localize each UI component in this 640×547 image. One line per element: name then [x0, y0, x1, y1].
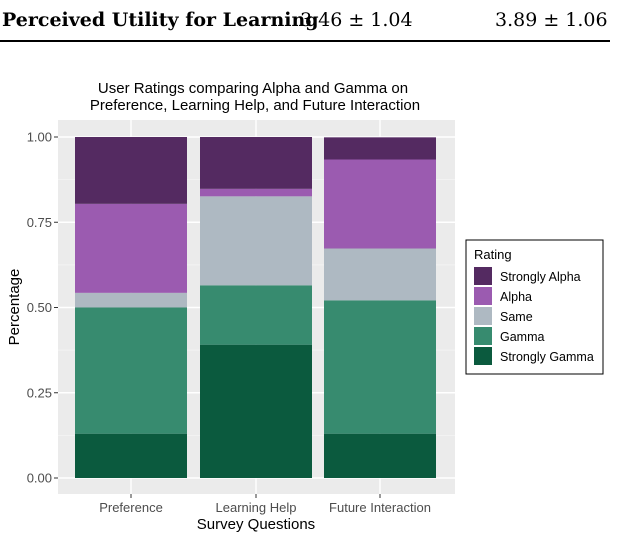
legend-items: Strongly Alpha Alpha Same Gamma Strongly Gam… — [474, 267, 594, 365]
bar-segment — [324, 159, 436, 249]
bar-segment — [75, 307, 187, 434]
y-tick-label: 1.00 — [27, 130, 52, 145]
legend-swatch — [474, 347, 492, 365]
bar-segment — [75, 292, 187, 308]
legend-label: Strongly Gamma — [500, 350, 594, 364]
legend-swatch — [474, 307, 492, 325]
x-tick-label: Learning Help — [216, 500, 297, 515]
results-table-strip: Perceived Utility for Learning 3.46 ± 1.… — [0, 0, 610, 44]
chart-subtitle: Preference, Learning Help, and Future In… — [90, 97, 420, 114]
bar-segment — [75, 433, 187, 478]
bars — [75, 137, 436, 478]
y-tick-label: 0.50 — [27, 300, 52, 315]
legend: Rating Strongly AlphaAlphaSameGammaStron… — [465, 239, 604, 375]
bar-segment — [324, 433, 436, 478]
table-cell-gamma: 3.89 ± 1.06 — [495, 9, 608, 31]
bar-segment — [324, 300, 436, 434]
table-cell-alpha: 3.46 ± 1.04 — [300, 9, 413, 31]
legend-label: Strongly Alpha — [500, 270, 581, 284]
bar-segment — [200, 137, 312, 189]
page-edge-fragment — [628, 55, 640, 535]
y-tick-label: 0.25 — [27, 385, 52, 400]
x-axis-label: Survey Questions — [197, 516, 315, 533]
bar-segment — [324, 248, 436, 301]
y-axis-label: Percentage — [6, 269, 23, 346]
table-row-label: Perceived Utility for Learning — [2, 9, 319, 31]
bar-segment — [75, 203, 187, 293]
legend-label: Same — [500, 310, 533, 324]
y-tick-label: 0.75 — [27, 215, 52, 230]
legend-label: Gamma — [500, 330, 545, 344]
y-axis: 0.00 0.25 0.50 0.75 1.00 — [27, 130, 58, 486]
bar-segment — [200, 344, 312, 478]
bar-segment — [200, 196, 312, 286]
legend-swatch — [474, 287, 492, 305]
legend-title: Rating — [474, 247, 512, 262]
x-axis: Preference Learning Help Future Interactio… — [99, 494, 431, 515]
bar-segment — [324, 137, 436, 160]
x-tick-label: Preference — [99, 500, 163, 515]
bar-segment — [200, 188, 312, 197]
y-tick-label: 0.00 — [27, 471, 52, 486]
bar-segment — [200, 285, 312, 345]
table-bottom-rule — [0, 40, 610, 42]
chart-title: User Ratings comparing Alpha and Gamma o… — [98, 80, 408, 97]
legend-swatch — [474, 327, 492, 345]
x-tick-label: Future Interaction — [329, 500, 431, 515]
legend-swatch — [474, 267, 492, 285]
bar-segment — [75, 137, 187, 204]
legend-label: Alpha — [500, 290, 532, 304]
